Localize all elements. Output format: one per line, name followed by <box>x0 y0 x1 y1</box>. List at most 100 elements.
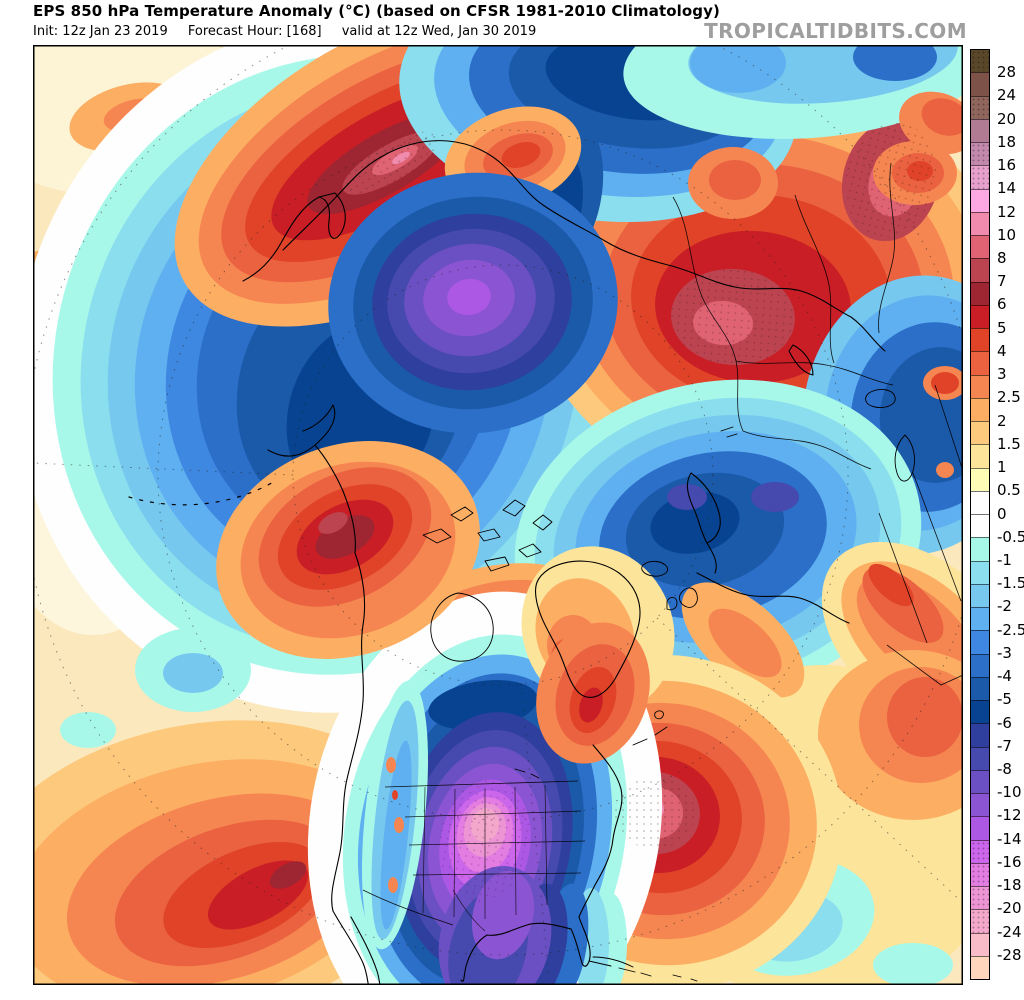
colorbar-segment <box>971 769 989 793</box>
colorbar-segment <box>971 421 989 445</box>
colorbar-segment <box>971 886 989 910</box>
colorbar-segment <box>971 607 989 631</box>
colorbar-segment <box>971 304 989 328</box>
map-border <box>33 45 963 985</box>
colorbar-tick-label: 7 <box>997 272 1007 291</box>
coastlines <box>128 140 916 985</box>
colorbar-segment <box>971 537 989 561</box>
chukotka-warm-patch <box>444 106 582 208</box>
colorbar-segment <box>971 72 989 96</box>
colorbar-tick-label: 1 <box>997 458 1007 477</box>
colorbar-segment <box>971 281 989 305</box>
colorbar-tick-label: -2.5 <box>997 620 1024 639</box>
colorbar-segment <box>971 955 989 979</box>
anomaly-map-svg <box>33 45 963 985</box>
colorbar-tick-label: 0.5 <box>997 481 1021 500</box>
colorbar-tick-label: 20 <box>997 109 1017 128</box>
colorbar-segment <box>971 514 989 538</box>
colorbar-tick-label: -1 <box>997 550 1012 569</box>
colorbar-segment <box>971 909 989 933</box>
colorbar-tick-label: 24 <box>997 86 1017 105</box>
colorbar-segment <box>971 862 989 886</box>
country-borders <box>362 162 963 926</box>
colorbar-segment <box>971 165 989 189</box>
colorbar-tick-label: -6 <box>997 713 1012 732</box>
page-title: EPS 850 hPa Temperature Anomaly (°C) (ba… <box>33 2 720 20</box>
colorbar-tick-label: 2.5 <box>997 388 1021 407</box>
colorbar-tick-label: 12 <box>997 202 1017 221</box>
colorbar-tick-label: -12 <box>997 806 1022 825</box>
graticule <box>33 45 963 981</box>
colorbar-tick-label: -0.5 <box>997 527 1024 546</box>
colorbar-tick-label: 6 <box>997 295 1007 314</box>
colorbar-tick-label: -8 <box>997 759 1012 778</box>
colorbar-segment <box>971 211 989 235</box>
colorbar-segment <box>971 188 989 212</box>
western-north-america-warm-anomaly <box>216 441 480 659</box>
rockies-cool-stripe <box>361 680 429 950</box>
stipple-overlays <box>342 122 937 902</box>
colorbar-segment <box>971 723 989 747</box>
top-right-cool-band <box>623 45 963 219</box>
colorbar-tick-label: 5 <box>997 318 1007 337</box>
colorbar-segment <box>971 816 989 840</box>
colorbar-segment <box>971 235 989 259</box>
colorbar-segment <box>971 374 989 398</box>
colorbar-tick-label: 8 <box>997 249 1007 268</box>
colorbar-tick-label: -28 <box>997 945 1022 964</box>
run-info: Init: 12z Jan 23 2019 Forecast Hour: [16… <box>33 24 552 39</box>
colorbar-tick-label: 2 <box>997 411 1007 430</box>
colorbar-segment <box>971 95 989 119</box>
us-state-borders <box>404 784 586 932</box>
colorbar-tick-label: -4 <box>997 667 1012 686</box>
colorbar-segment <box>971 839 989 863</box>
colorbar-tick-label: -10 <box>997 783 1022 802</box>
colorbar-segment <box>971 50 989 73</box>
colorbar-tick-label: -1.5 <box>997 574 1024 593</box>
colorbar-tick-label: 1.5 <box>997 434 1021 453</box>
valid-time: valid at 12z Wed, Jan 30 2019 <box>341 24 537 39</box>
colorbar-segment <box>971 490 989 514</box>
colorbar-ticks: 28 24 20 18 16 14 12 10 8 7 6 5 4 3 2.5 2 1.5 1 0.5 0 -0.5 -1… <box>997 49 1024 980</box>
colorbar-tick-label: 16 <box>997 156 1017 175</box>
anomaly-map <box>33 45 963 985</box>
colorbar-segment <box>971 444 989 468</box>
colorbar-segment <box>971 676 989 700</box>
colorbar-segment <box>971 583 989 607</box>
colorbar-segment <box>971 467 989 491</box>
colorbar-tick-label: 14 <box>997 179 1017 198</box>
init-time: Init: 12z Jan 23 2019 <box>33 24 168 39</box>
colorbar-tick-label: 3 <box>997 365 1007 384</box>
arctic-kara-sea-cold-anomaly <box>328 172 618 434</box>
colorbar-segment <box>971 560 989 584</box>
colorbar-segment <box>971 653 989 677</box>
site-logo: TROPICALTIDBITS.COM <box>704 19 967 43</box>
colorbar-segment <box>971 932 989 956</box>
colorbar-segment <box>971 328 989 352</box>
colorbar-segment <box>971 118 989 142</box>
colorbar-tick-label: 4 <box>997 341 1007 360</box>
greenland-mild-area <box>521 546 675 764</box>
forecast-hour: Forecast Hour: [168] <box>187 24 322 39</box>
colorbar-tick-label: -24 <box>997 922 1022 941</box>
colorbar-tick-label: -5 <box>997 690 1012 709</box>
colorbar-tick-label: 18 <box>997 132 1017 151</box>
colorbar-tick-label: -3 <box>997 643 1012 662</box>
colorbar-segment <box>971 793 989 817</box>
colorbar-segment <box>971 397 989 421</box>
colorbar-tick-label: -14 <box>997 829 1022 848</box>
colorbar-segment <box>971 142 989 166</box>
colorbar-segment <box>971 746 989 770</box>
colorbar-tick-label: -7 <box>997 736 1012 755</box>
subtropical-atlantic-warm <box>643 582 963 985</box>
colorbar <box>970 49 990 980</box>
colorbar-tick-label: 0 <box>997 504 1007 523</box>
colorbar-tick-label: -16 <box>997 852 1022 871</box>
colorbar-tick-label: 10 <box>997 225 1017 244</box>
mexico-cold-extension <box>438 866 627 985</box>
colorbar-tick-label: -20 <box>997 899 1022 918</box>
colorbar-segment <box>971 258 989 282</box>
colorbar-tick-label: -18 <box>997 876 1022 895</box>
hawaii-cool-spots <box>60 628 251 748</box>
colorbar-segment <box>971 630 989 654</box>
